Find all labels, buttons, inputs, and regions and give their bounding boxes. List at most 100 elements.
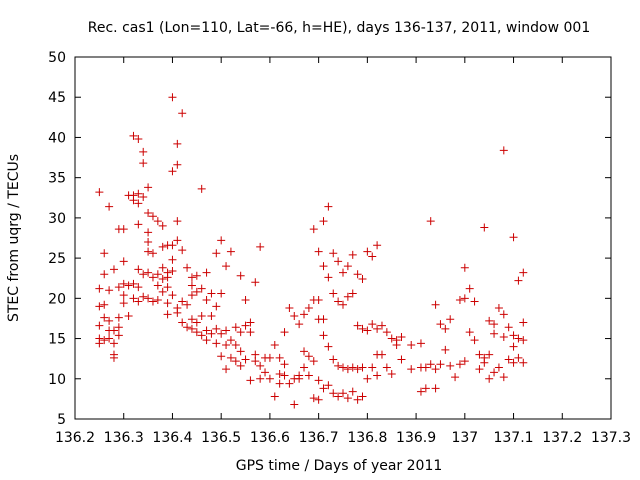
data-point xyxy=(470,297,479,306)
y-tick-label: 15 xyxy=(48,332,66,348)
data-point xyxy=(187,315,196,324)
data-point xyxy=(421,384,430,393)
data-point xyxy=(178,246,187,255)
data-point xyxy=(197,184,206,193)
data-point xyxy=(129,279,138,288)
x-tick-label: 136.7 xyxy=(299,430,339,446)
data-point xyxy=(222,326,231,335)
data-point xyxy=(387,334,396,343)
data-point xyxy=(236,361,245,370)
data-point xyxy=(339,268,347,277)
data-point xyxy=(197,284,206,293)
data-point xyxy=(329,355,338,364)
data-point xyxy=(373,241,382,250)
data-point xyxy=(139,192,148,201)
data-point xyxy=(490,320,499,329)
data-point xyxy=(231,323,240,332)
data-point xyxy=(309,357,318,366)
data-point xyxy=(295,374,304,383)
data-point xyxy=(485,350,494,359)
data-point xyxy=(226,336,235,345)
data-point xyxy=(231,340,240,349)
data-point xyxy=(431,300,440,309)
data-point xyxy=(105,334,114,343)
data-point xyxy=(373,371,382,380)
data-point xyxy=(105,316,114,325)
data-point xyxy=(470,336,479,345)
data-point xyxy=(114,331,123,340)
data-point xyxy=(173,308,182,317)
data-point xyxy=(100,249,109,258)
data-point xyxy=(353,365,362,374)
data-point xyxy=(421,363,430,372)
data-point xyxy=(95,284,104,293)
data-point xyxy=(105,286,114,295)
data-point xyxy=(426,217,435,226)
data-point xyxy=(339,389,347,398)
data-point xyxy=(168,291,177,300)
data-point xyxy=(153,281,162,290)
data-point xyxy=(148,273,157,282)
data-point xyxy=(280,328,289,337)
data-point xyxy=(95,302,104,311)
data-point xyxy=(455,295,464,304)
data-point xyxy=(265,374,274,383)
data-point xyxy=(334,361,343,370)
data-point xyxy=(455,360,464,369)
data-point xyxy=(485,374,494,383)
data-point xyxy=(290,400,299,409)
y-tick-label: 45 xyxy=(48,90,66,106)
data-point xyxy=(334,257,343,266)
x-tick-label: 137.3 xyxy=(591,430,631,446)
data-point xyxy=(144,294,153,303)
data-point xyxy=(314,376,323,385)
data-point xyxy=(499,332,508,341)
data-point xyxy=(441,324,450,333)
data-point xyxy=(504,323,513,332)
data-point xyxy=(134,283,143,292)
data-point xyxy=(134,199,143,208)
data-point xyxy=(144,183,153,192)
data-point xyxy=(392,340,401,349)
data-point xyxy=(129,196,138,205)
data-point xyxy=(134,297,143,306)
data-point xyxy=(343,365,352,374)
data-point xyxy=(300,363,309,372)
data-point xyxy=(173,139,182,148)
data-point xyxy=(329,389,338,398)
data-point xyxy=(490,329,499,338)
data-point xyxy=(207,312,216,321)
data-point xyxy=(222,262,231,271)
data-point xyxy=(519,318,528,327)
data-point xyxy=(509,233,518,242)
data-point xyxy=(202,295,211,304)
data-point xyxy=(295,320,304,329)
data-point xyxy=(514,276,523,285)
data-point xyxy=(212,339,221,348)
data-point xyxy=(368,320,377,329)
data-point xyxy=(222,340,231,349)
x-tick-label: 137 xyxy=(451,430,478,446)
data-point xyxy=(251,278,260,287)
data-point xyxy=(251,357,260,366)
data-point xyxy=(324,381,333,390)
data-point xyxy=(109,265,118,274)
data-point xyxy=(382,328,391,337)
data-point xyxy=(139,292,148,301)
data-point xyxy=(416,339,425,348)
chart-title: Rec. cas1 (Lon=110, Lat=-66, h=HE), days… xyxy=(88,20,590,36)
data-point xyxy=(246,318,255,327)
data-point xyxy=(431,365,440,374)
data-point xyxy=(109,339,118,348)
data-point xyxy=(95,339,104,348)
data-point xyxy=(148,297,157,306)
data-point xyxy=(148,249,157,258)
data-point xyxy=(465,328,474,337)
data-point xyxy=(348,363,357,372)
data-point xyxy=(168,266,177,275)
data-point xyxy=(144,209,153,218)
x-tick-label: 136.3 xyxy=(104,430,144,446)
data-point xyxy=(460,294,469,303)
data-point xyxy=(241,355,250,364)
